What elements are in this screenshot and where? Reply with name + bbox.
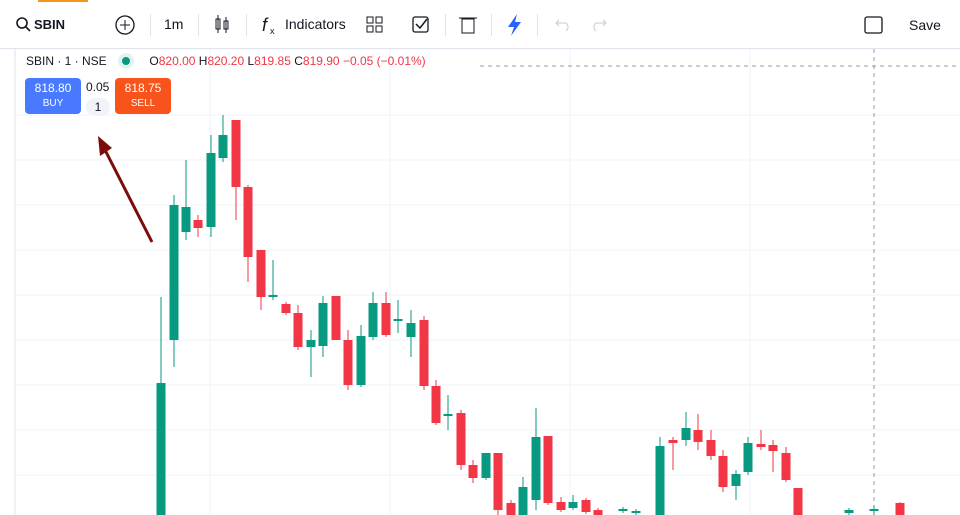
candle-body [895, 503, 905, 515]
candle-body [156, 383, 166, 515]
low: 819.85 [254, 54, 291, 68]
buy-label: BUY [42, 98, 64, 109]
candle-body [468, 465, 478, 478]
candle-body [206, 153, 216, 227]
svg-text:x: x [270, 26, 275, 36]
sell-button[interactable]: 818.75 SELL [115, 78, 171, 114]
candle-body [256, 250, 266, 297]
candle-body [793, 488, 803, 515]
candle-body [518, 487, 528, 515]
candle-body [268, 295, 278, 297]
candle-body [318, 303, 328, 346]
candle-body [668, 440, 678, 443]
candle-body [756, 444, 766, 447]
candle-body [368, 303, 378, 337]
candle-body [356, 336, 366, 385]
candle-body [743, 443, 753, 472]
legend: SBIN · 1 · NSE O820.00 H820.20 L819.85 C… [26, 54, 426, 68]
open-label: O [149, 54, 159, 68]
candle-body [193, 220, 203, 228]
candle-body [393, 319, 403, 321]
candle-body [331, 296, 341, 340]
candle-body [718, 456, 728, 487]
indicators[interactable]: Indicators [285, 16, 346, 32]
candle-body [169, 205, 179, 340]
quantity[interactable]: 1 [86, 98, 110, 116]
candle-body [231, 120, 241, 187]
candle-body [618, 509, 628, 511]
close: 819.90 [302, 54, 340, 68]
save[interactable]: Save [909, 17, 941, 33]
candle-body [543, 436, 553, 503]
svg-text:f: f [262, 15, 269, 35]
candle-body [293, 313, 303, 347]
close-label: C [294, 54, 303, 68]
candle-body [281, 304, 291, 313]
candle-body [218, 135, 228, 158]
candle-body [768, 445, 778, 451]
candle-body [731, 474, 741, 486]
candle-body [631, 511, 641, 513]
high: 820.20 [207, 54, 245, 68]
instrument: SBIN · 1 · NSE [26, 54, 107, 68]
symbol[interactable]: SBIN [34, 17, 66, 32]
candle-body [481, 453, 491, 478]
candle-body [706, 440, 716, 456]
open: 820.00 [158, 54, 196, 68]
candle-body [406, 323, 416, 337]
candle-body [506, 503, 516, 515]
arrow [101, 145, 154, 243]
candle-body [381, 303, 391, 335]
candle-body [869, 509, 879, 511]
candle-body [781, 453, 791, 480]
candle-body [306, 340, 316, 347]
candle-body [581, 500, 591, 512]
sell-price: 818.75 [124, 81, 162, 95]
arrow-head [98, 136, 112, 156]
low-label: L [247, 54, 255, 68]
candle-body [693, 430, 703, 442]
candle-body [343, 340, 353, 385]
status-dot [122, 57, 131, 65]
buy-button[interactable]: 818.80 BUY [25, 78, 81, 114]
candle-body [431, 386, 441, 423]
candle-body [419, 320, 429, 386]
candle-body [593, 510, 603, 515]
candle-body [493, 453, 503, 510]
sell-label: SELL [130, 98, 156, 109]
candle-body [556, 502, 566, 510]
candle-body [243, 187, 253, 257]
candle-body [568, 502, 578, 508]
candles [156, 115, 905, 515]
candle-body [443, 414, 453, 416]
candle-body [655, 446, 665, 515]
buy-price: 818.80 [34, 81, 72, 95]
high-label: H [198, 54, 208, 68]
change: −0.05 (−0.01%) [342, 54, 426, 68]
candle-body [844, 510, 854, 513]
candle-body [531, 437, 541, 500]
candle-body [456, 413, 466, 465]
candle-body [181, 207, 191, 232]
candle-body [681, 428, 691, 440]
interval[interactable]: 1m [164, 16, 184, 32]
spread: 0.05 [86, 80, 110, 94]
